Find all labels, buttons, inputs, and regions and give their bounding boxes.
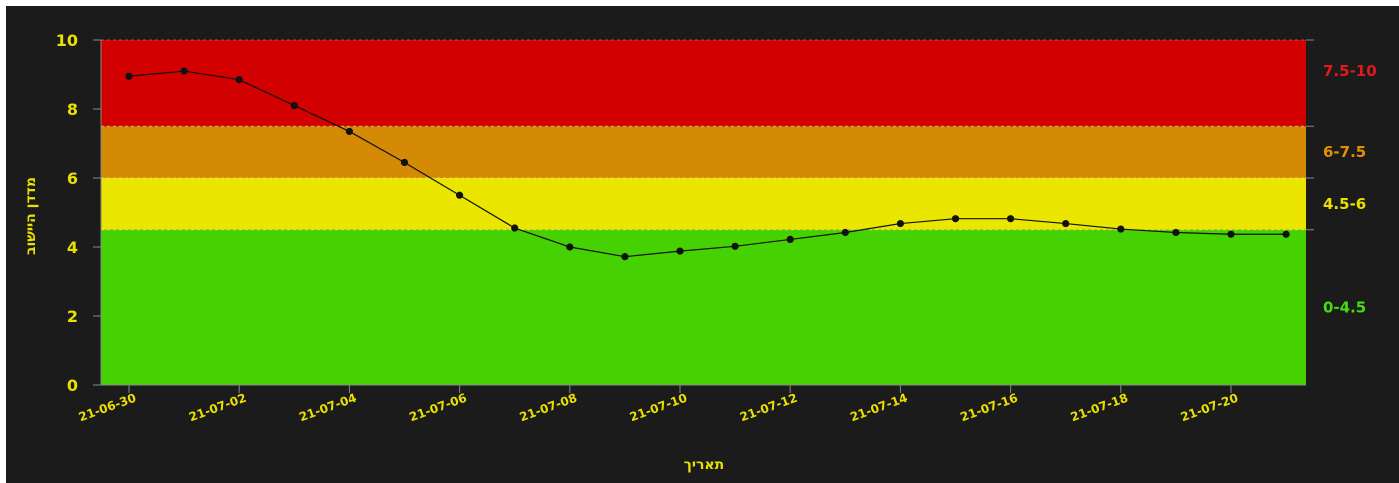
data-point xyxy=(951,215,960,223)
line-chart: 0-4.5 4.5-6 6-7.5 7.5-10 0 2 4 6 8 10 21-06-30 21-… xyxy=(23,31,1377,473)
x-tick-label: 21-07-18 xyxy=(1069,391,1130,425)
band-6-7.5 xyxy=(101,126,1306,178)
series-layer xyxy=(125,67,1290,261)
band-label: 4.5-6 xyxy=(1323,195,1366,213)
x-tick-label: 21-07-04 xyxy=(297,391,358,425)
series-line xyxy=(128,70,1287,258)
y-tick-label: 2 xyxy=(67,307,78,326)
data-point xyxy=(290,101,298,110)
y-tick-label: 8 xyxy=(67,100,78,119)
band-4.5-6 xyxy=(101,178,1306,230)
data-point xyxy=(566,243,574,251)
data-point xyxy=(731,242,739,250)
data-point xyxy=(786,235,794,244)
y-tick-label: 0 xyxy=(67,376,78,395)
y-tick-label: 10 xyxy=(56,31,78,50)
data-point xyxy=(676,247,684,255)
chart-panel: 0-4.5 4.5-6 6-7.5 7.5-10 0 2 4 6 8 10 21-06-30 21-… xyxy=(6,6,1399,483)
data-point xyxy=(345,127,353,136)
data-point xyxy=(1062,219,1070,228)
data-point xyxy=(1227,230,1235,238)
data-point xyxy=(235,76,243,84)
data-point xyxy=(1172,228,1180,237)
x-tick-label: 21-07-06 xyxy=(407,391,468,425)
x-tick-label: 21-07-16 xyxy=(958,391,1019,425)
risk-bands: 0-4.5 4.5-6 6-7.5 7.5-10 xyxy=(101,39,1377,385)
x-tick-label: 21-07-20 xyxy=(1179,391,1240,425)
x-tick-label: 21-07-10 xyxy=(628,391,689,425)
x-tick-label: 21-07-08 xyxy=(518,391,579,425)
y-tick-label: 4 xyxy=(67,238,78,257)
data-point xyxy=(456,191,464,199)
band-label: 7.5-10 xyxy=(1323,62,1377,80)
data-point xyxy=(896,219,905,228)
data-point xyxy=(841,228,849,237)
data-point xyxy=(1007,215,1015,223)
data-point xyxy=(621,253,629,261)
data-point xyxy=(1117,225,1125,233)
data-point xyxy=(180,67,188,75)
x-tick-label: 21-07-14 xyxy=(848,391,909,425)
x-tick-label: 21-07-12 xyxy=(738,391,799,425)
data-point xyxy=(125,72,133,80)
band-label: 6-7.5 xyxy=(1323,143,1366,161)
y-tick-label: 6 xyxy=(67,169,78,188)
x-tick-label: 21-07-02 xyxy=(187,391,248,425)
data-point xyxy=(511,224,519,232)
data-point xyxy=(1282,230,1290,238)
y-axis-title: מדדן היישוב xyxy=(23,177,39,255)
x-tick-label: 21-06-30 xyxy=(77,391,138,425)
data-point xyxy=(400,158,409,167)
band-0-4.5 xyxy=(101,229,1306,385)
x-axis-title: תאריך xyxy=(684,457,724,473)
band-label: 0-4.5 xyxy=(1323,298,1366,316)
band-7.5-10 xyxy=(101,40,1306,127)
